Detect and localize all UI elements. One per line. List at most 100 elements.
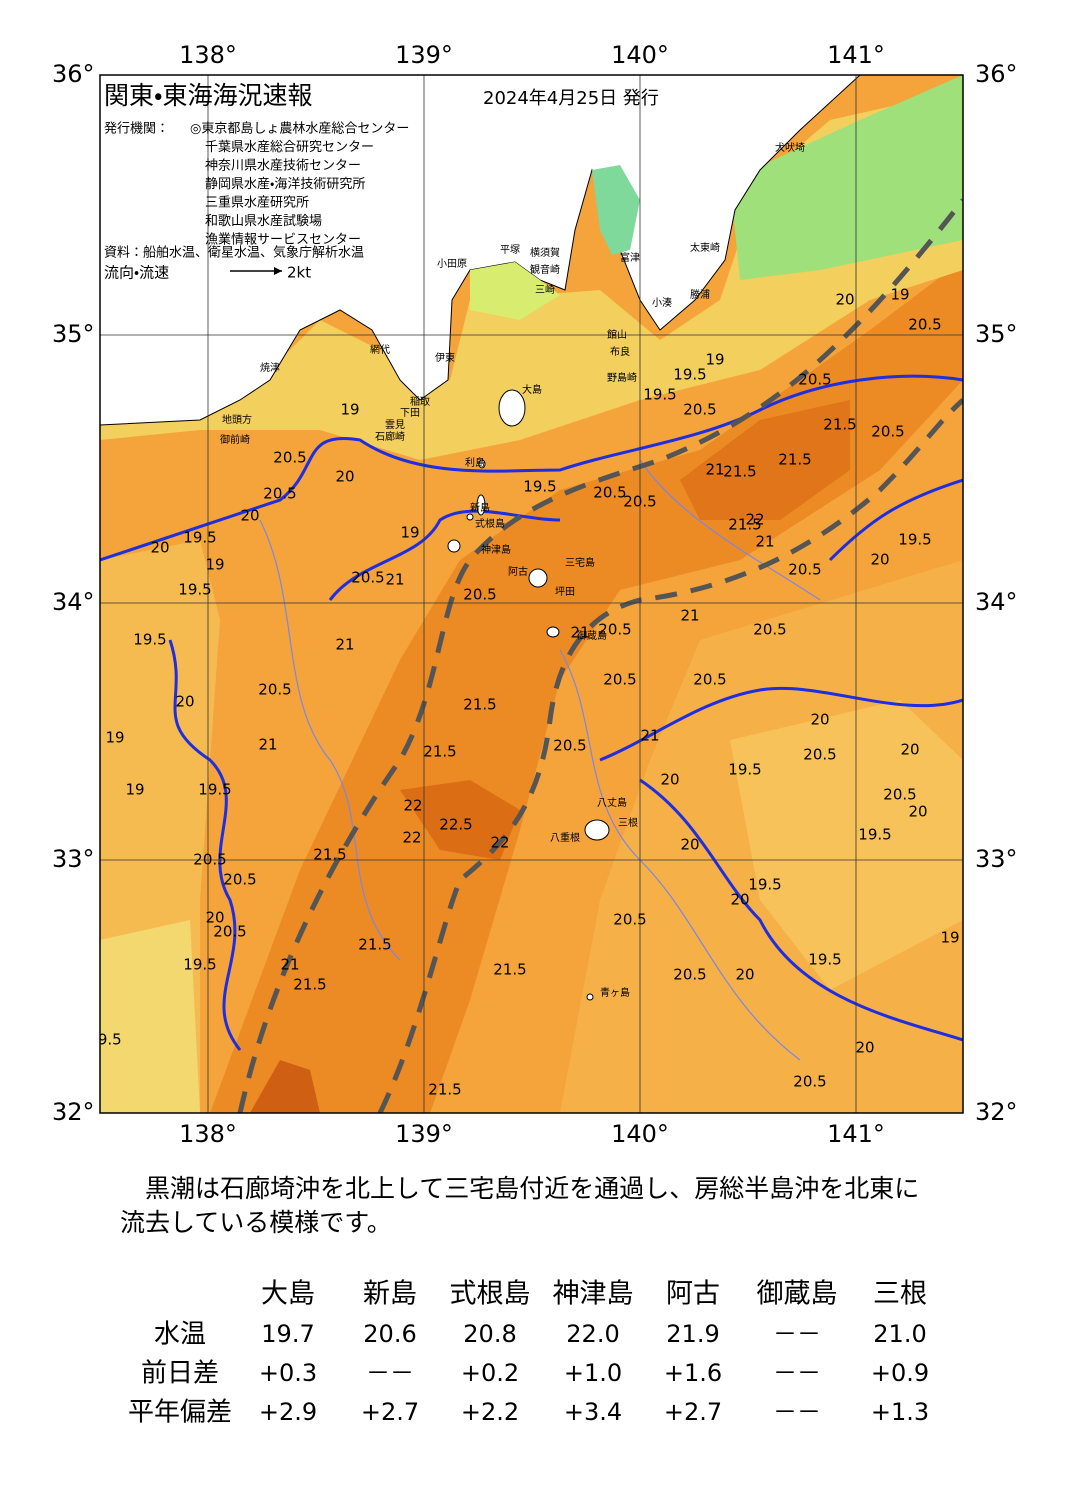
graticule bbox=[100, 75, 963, 1113]
contour-label: 20.5 bbox=[258, 681, 291, 699]
contour-label: 19 bbox=[340, 401, 359, 419]
map-frame bbox=[99, 74, 964, 1114]
contour-label: 19 bbox=[125, 781, 144, 799]
contour-label: 19.5 bbox=[643, 386, 676, 404]
contour-label: 21.5 bbox=[723, 463, 756, 481]
data-source: 資料：船舶水温、衛星水温、気象庁解析水温 bbox=[104, 245, 364, 261]
place-name: 三崎 bbox=[535, 283, 555, 296]
contour-label: 20.5 bbox=[593, 484, 626, 502]
contour-label: 21 bbox=[680, 607, 699, 625]
axis-labels: 138° 138° 139° 139° 140° 140° 141° 141° 36° 36° 35… bbox=[52, 41, 1018, 1148]
cell: －－ bbox=[773, 1359, 821, 1387]
islands bbox=[447, 389, 610, 1001]
cell: +2.9 bbox=[259, 1398, 317, 1426]
contour-label: 20.5 bbox=[351, 569, 384, 587]
contour-label: 21.5 bbox=[423, 743, 456, 761]
cell: +2.7 bbox=[664, 1398, 722, 1426]
place-name: 平塚 bbox=[500, 244, 520, 256]
contour-label: 20 bbox=[810, 711, 829, 729]
issuers: ◎東京都島しょ農林水産総合センター千葉県水産総合研究センター神奈川県水産技術セン… bbox=[190, 121, 409, 248]
place-name: 太東崎 bbox=[690, 241, 720, 254]
contour-label: 21.5 bbox=[358, 936, 391, 954]
column-header: 式根島 bbox=[450, 1279, 531, 1310]
contour-label: 20 bbox=[908, 803, 927, 821]
issuer: 神奈川県水産技術センター bbox=[205, 158, 361, 174]
place-name: 焼津 bbox=[260, 362, 280, 374]
contour-label: 20 bbox=[660, 771, 679, 789]
contour-label: 20 bbox=[855, 1039, 874, 1057]
contour-label: 20 bbox=[150, 539, 169, 557]
column-header: 阿古 bbox=[666, 1279, 720, 1310]
contour-label: 20.5 bbox=[693, 671, 726, 689]
contour-label: 20.5 bbox=[273, 449, 306, 467]
lat-label-right: 34° bbox=[975, 588, 1018, 616]
kuroshio-core bbox=[680, 400, 850, 520]
cell: 21.9 bbox=[666, 1320, 719, 1348]
cell: +2.2 bbox=[461, 1398, 519, 1426]
place-name: 犬吠埼 bbox=[775, 141, 805, 154]
contour-label: 20 bbox=[735, 966, 754, 984]
contour-label: 19 bbox=[400, 524, 419, 542]
contour-label: 22 bbox=[490, 834, 509, 852]
contour-label: 20.5 bbox=[788, 561, 821, 579]
issuer: 和歌山県水産試験場 bbox=[205, 214, 322, 229]
place-name: 小湊 bbox=[652, 296, 672, 309]
lon-label-bottom: 140° bbox=[611, 1120, 669, 1148]
contour-label: 20 bbox=[175, 693, 194, 711]
contour-label: 21.5 bbox=[493, 961, 526, 979]
place-name: 観音崎 bbox=[530, 263, 560, 276]
contour-label: 19.5 bbox=[808, 951, 841, 969]
lat-label-left: 34° bbox=[52, 588, 95, 616]
contour-label: 20.5 bbox=[223, 871, 256, 889]
row-label: 水温 bbox=[154, 1320, 206, 1350]
place-name: 布良 bbox=[610, 345, 630, 358]
cool-area bbox=[100, 920, 200, 1113]
contour-label: 19.5 bbox=[728, 761, 761, 779]
cell: +1.6 bbox=[664, 1359, 722, 1387]
place-name: 網代 bbox=[370, 343, 390, 356]
contour-label: 21 bbox=[258, 736, 277, 754]
place-name: 三根 bbox=[618, 816, 638, 829]
cell: 22.0 bbox=[566, 1320, 619, 1348]
place-name: 下田 bbox=[400, 408, 420, 419]
contour-label: 19.5 bbox=[748, 876, 781, 894]
contour-label: 21 bbox=[385, 571, 404, 589]
contour-label: 21 bbox=[755, 533, 774, 551]
lat-label-right: 32° bbox=[975, 1098, 1018, 1126]
place-name: 八丈島 bbox=[597, 796, 627, 809]
lat-label-right: 36° bbox=[975, 60, 1018, 88]
cell: +2.7 bbox=[361, 1398, 419, 1426]
column-header: 御蔵島 bbox=[757, 1279, 838, 1310]
contour-label: 20.5 bbox=[553, 737, 586, 755]
place-name: 神津島 bbox=[481, 543, 511, 556]
legend-arrowhead bbox=[274, 267, 282, 275]
contour-label: 20.5 bbox=[613, 911, 646, 929]
contour-label: 19.5 bbox=[178, 581, 211, 599]
title: 関東・東海海況速報 bbox=[104, 81, 313, 110]
tokyo-bay bbox=[592, 165, 640, 255]
contour-label: 22 bbox=[402, 829, 421, 847]
contour-label: 20 bbox=[900, 741, 919, 759]
contour-label: 20 bbox=[835, 291, 854, 309]
contour-label: 21.5 bbox=[293, 976, 326, 994]
legend-label: 流向・流速 bbox=[104, 264, 169, 282]
cell: +0.2 bbox=[461, 1359, 519, 1387]
contour-label: 22 bbox=[745, 511, 764, 529]
contour-label: 21 bbox=[570, 624, 589, 642]
contour-label: 21 bbox=[640, 727, 659, 745]
place-name: 館山 bbox=[607, 328, 627, 341]
cell: 20.6 bbox=[363, 1320, 416, 1348]
contour-label: 20.5 bbox=[753, 621, 786, 639]
contour-label: 19.5 bbox=[183, 956, 216, 974]
contour-label: 20.5 bbox=[603, 671, 636, 689]
lon-label-bottom: 141° bbox=[827, 1120, 885, 1148]
cell: －－ bbox=[366, 1359, 414, 1387]
place-name: 利島 bbox=[465, 456, 485, 469]
issuers-label: 発行機関： bbox=[104, 122, 169, 137]
place-name: 地頭方 bbox=[222, 413, 252, 426]
contour-label: 20.5 bbox=[623, 493, 656, 511]
contour-label: 20.5 bbox=[683, 401, 716, 419]
